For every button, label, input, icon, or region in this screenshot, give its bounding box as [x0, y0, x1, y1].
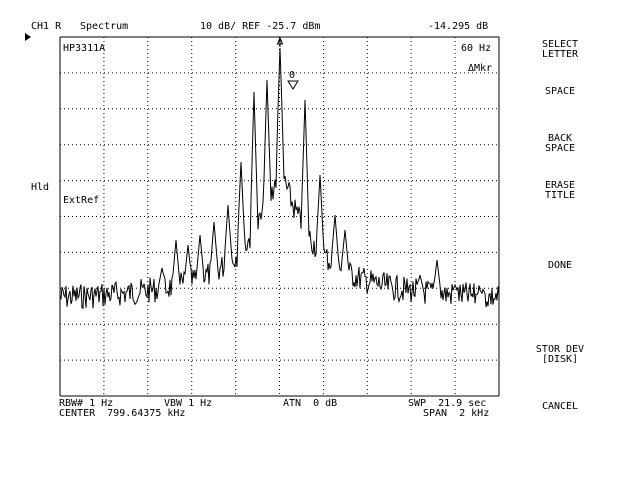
graticule — [59, 36, 500, 397]
center-frequency-readout: CENTER 799.64375 kHz — [59, 408, 186, 419]
softkey-back-space[interactable]: BACK SPACE — [544, 133, 576, 154]
channel-label: CH1 R — [31, 21, 62, 32]
mode-label: Spectrum — [80, 21, 129, 32]
softkey-space[interactable]: SPACE — [544, 86, 576, 97]
attenuation-readout: ATN 0 dB — [283, 398, 338, 409]
softkey-done[interactable]: DONE — [547, 260, 573, 271]
sweep-time-readout: SWP 21.9 sec — [408, 398, 487, 409]
marker-readout: -14.295 dB — [428, 21, 489, 32]
extref-indicator: ExtRef — [63, 195, 100, 206]
spectrum-trace — [59, 47, 500, 310]
span-readout: SPAN 2 kHz — [423, 408, 490, 419]
softkey-cancel[interactable]: CANCEL — [541, 401, 579, 412]
softkey-store-device[interactable]: STOR DEV [DISK] — [535, 344, 585, 365]
hold-indicator: Hld — [31, 182, 50, 193]
display-title: HP3311A — [63, 43, 106, 54]
marker-frequency: 60 Hz — [461, 43, 492, 54]
softkey-select-letter[interactable]: SELECT LETTER — [541, 39, 579, 60]
marker-number: 0 — [289, 70, 296, 81]
scale-ref-label: 10 dB/ REF -25.7 dBm — [200, 21, 321, 32]
delta-marker-icon — [287, 80, 299, 90]
rbw-readout: RBW# 1 Hz — [59, 398, 114, 409]
active-input-arrow-icon — [25, 33, 31, 41]
softkey-erase-title[interactable]: ERASE TITLE — [544, 180, 576, 201]
vbw-readout: VBW 1 Hz — [164, 398, 213, 409]
marker-mode: ΔMkr — [468, 63, 493, 74]
